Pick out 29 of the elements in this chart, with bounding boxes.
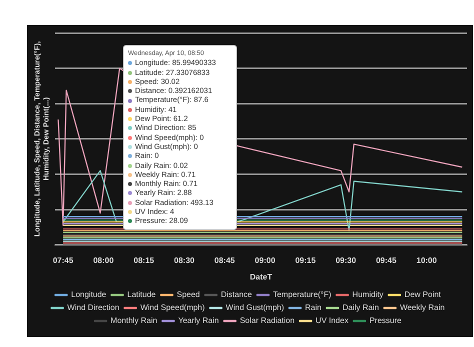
x-tick-label: 09:15 [295, 256, 316, 265]
legend-label: Speed [176, 290, 200, 300]
legend-label: Solar Radiation [240, 316, 295, 326]
legend-label: Pressure [369, 316, 402, 326]
legend-label: Temperature(°F) [272, 290, 332, 300]
x-tick-label: 07:45 [52, 256, 74, 265]
x-tick-label: 09:00 [254, 256, 276, 265]
legend-label: Distance [220, 290, 253, 300]
x-tick-label: 08:30 [174, 256, 196, 265]
x-tick-label: 08:15 [134, 256, 155, 265]
legend-label: Monthly Rain [110, 316, 158, 326]
x-tick-label: 10:00 [416, 256, 438, 265]
legend-label: Longitude [71, 290, 107, 300]
x-tick-label: 09:45 [376, 256, 397, 265]
legend-label: UV Index [316, 316, 348, 326]
legend-label: Daily Rain [342, 303, 379, 312]
x-tick-label: 08:00 [93, 256, 114, 265]
legend-label: Yearly Rain [178, 316, 219, 326]
legend-label: Weekly Rain [400, 303, 445, 312]
x-tick-label: 08:45 [214, 256, 236, 265]
x-axis-title: DateT [250, 272, 272, 282]
legend-label: Wind Speed(mph) [140, 303, 206, 312]
x-tick-label: 09:30 [336, 256, 357, 265]
legend-label: Latitude [127, 290, 156, 300]
legend-label: Rain [305, 303, 322, 312]
legend-label: Dew Point [404, 290, 442, 300]
legend-label: Wind Gust(mph) [226, 303, 284, 312]
legend-label: Humidity [352, 290, 384, 300]
legend-label: Wind Direction [67, 303, 120, 312]
